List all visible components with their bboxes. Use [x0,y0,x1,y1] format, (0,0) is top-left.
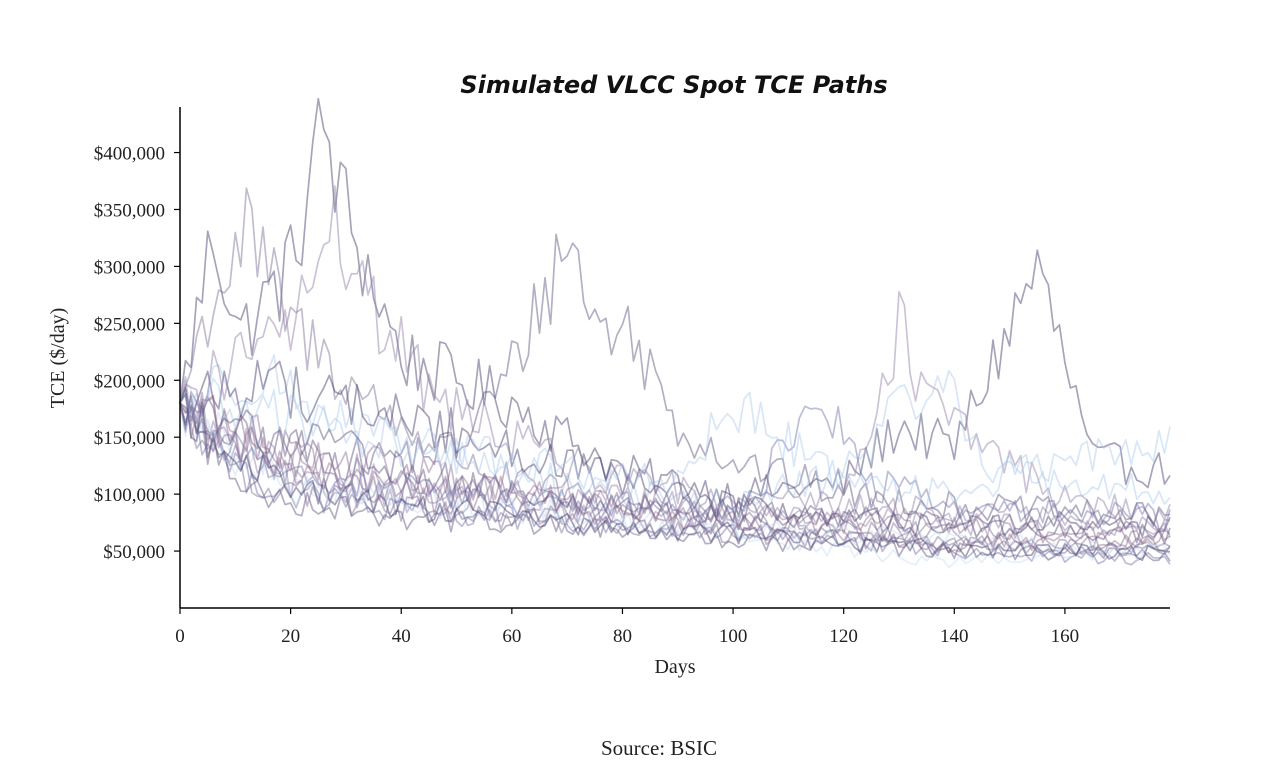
series-line [179,396,1171,554]
series-line [179,394,1171,547]
x-tick-label: 0 [175,626,185,647]
y-tick-label: $300,000 [94,257,165,278]
x-tick-label: 160 [1051,626,1080,647]
series-line [179,359,1171,538]
series-line [179,395,1171,545]
x-tick-label: 40 [392,626,411,647]
y-tick-label: $100,000 [94,485,165,506]
series-line [179,185,1171,533]
x-axis-label: Days [654,656,695,678]
series-line [179,383,1171,540]
y-tick-label: $200,000 [94,371,165,392]
series-line [179,402,1171,531]
x-ticks: 0 20 40 60 80 100 120 140 160 [175,608,1079,647]
series-line [179,392,1171,562]
series-line [179,402,1171,562]
x-tick-label: 140 [940,626,969,647]
series-lines [179,97,1171,569]
y-tick-label: $50,000 [103,542,165,563]
series-line [179,233,1171,527]
series-line [179,377,1171,509]
x-tick-label: 120 [829,626,858,647]
y-tick-label: $400,000 [94,144,165,165]
series-line [179,391,1171,552]
y-axis-label: TCE ($/day) [47,308,69,409]
y-tick-label: $150,000 [94,428,165,449]
series-line [179,402,1171,566]
series-line [179,290,1171,533]
source-note: Source: BSIC [600,736,718,760]
axes [179,107,1170,609]
y-tick-label: $250,000 [94,314,165,335]
chart-title: Simulated VLCC Spot TCE Paths [460,71,887,99]
x-tick-label: 80 [613,626,632,647]
x-tick-label: 100 [719,626,748,647]
y-tick-label: $350,000 [94,200,165,221]
series-line [179,395,1171,557]
series-line [179,97,1171,511]
series-line [179,379,1171,569]
x-tick-label: 60 [502,626,521,647]
series-line [179,402,1171,557]
series-line [179,187,1171,556]
series-line [179,354,1171,517]
x-tick-label: 20 [281,626,300,647]
y-ticks: $50,000 $100,000 $150,000 $200,000 $250,000 $… [94,144,180,563]
